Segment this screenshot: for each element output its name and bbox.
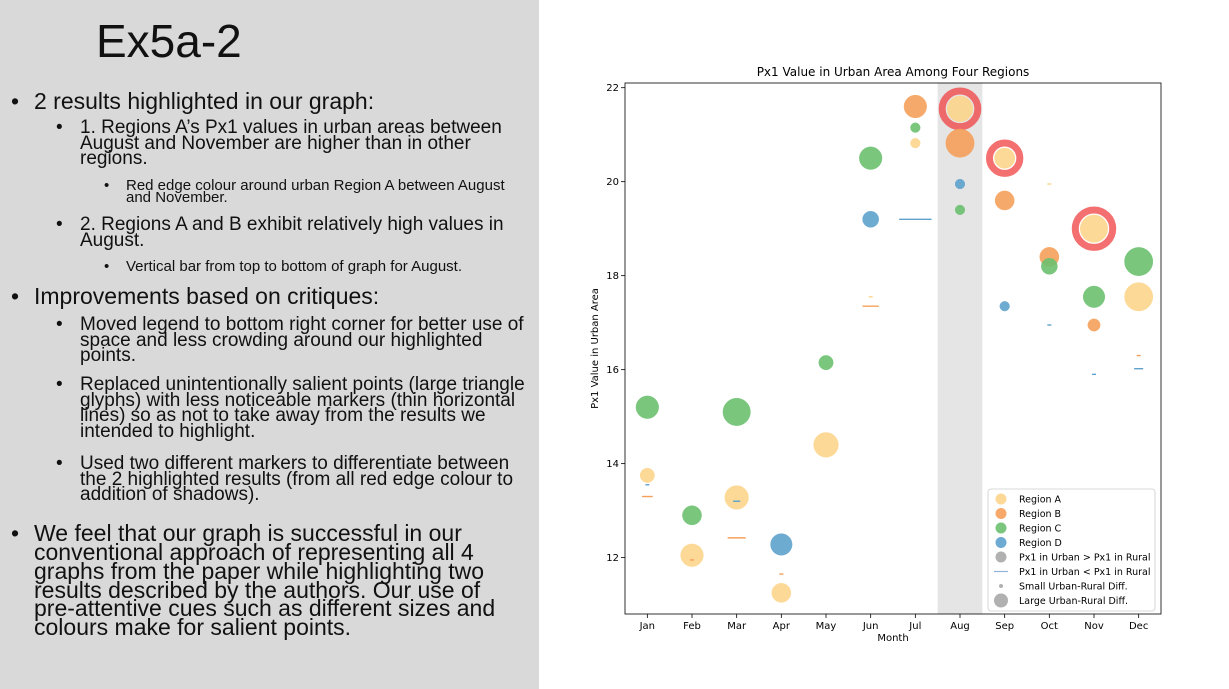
data-point	[910, 138, 921, 149]
data-point	[999, 301, 1010, 312]
bullet-item: • 2 results highlighted in our graph:	[11, 88, 375, 114]
slide-text-panel: Ex5a-2 • 2 results highlighted in our gra…	[0, 0, 539, 689]
legend-swatch	[999, 584, 1003, 588]
data-point	[680, 543, 704, 567]
data-point	[771, 583, 792, 603]
data-point	[1040, 257, 1058, 275]
data-point	[818, 355, 834, 371]
legend-label: Region C	[1019, 524, 1062, 535]
legend-label: Large Urban-Rural Diff.	[1019, 596, 1128, 607]
plot-frame	[624, 82, 1162, 615]
highlight-edge	[1071, 206, 1117, 251]
data-point	[1124, 282, 1154, 312]
x-tick-label: May	[816, 621, 837, 632]
highlight-edge	[938, 87, 982, 131]
data-point	[813, 432, 839, 458]
x-tick-label: Mar	[727, 621, 747, 632]
x-tick-label: Sep	[995, 621, 1014, 632]
y-tick-label: 20	[606, 177, 619, 188]
y-tick-label: 14	[606, 459, 619, 470]
highlight-edge	[985, 139, 1024, 177]
data-point	[770, 533, 793, 556]
legend-swatch	[994, 593, 1008, 608]
legend-label: Px1 in Urban < Px1 in Rural	[1019, 567, 1150, 578]
data-point	[722, 397, 751, 426]
chart-title: Px1 Value in Urban Area Among Four Regio…	[757, 65, 1030, 79]
x-tick-label: Dec	[1129, 621, 1148, 632]
y-tick-label: 12	[606, 553, 619, 564]
data-point	[862, 210, 880, 228]
bullet-item: • Vertical bar from top to bottom of grap…	[104, 258, 463, 275]
bullet-item: • Used two different markers to different…	[56, 453, 514, 506]
data-point	[946, 95, 974, 122]
legend-swatch	[995, 508, 1007, 519]
y-tick-label: 18	[606, 271, 619, 282]
legend-label: Small Urban-Rural Diff.	[1019, 582, 1128, 593]
x-axis-label: Month	[877, 633, 908, 644]
legend-swatch	[995, 522, 1007, 534]
axis-ticks: Jan Feb Mar Apr May Jun Jul Aug Sep Oct Nov Dec 12 14…	[606, 83, 1148, 632]
bullet-item: • 1. Regions A’s Px1 values in urban area…	[56, 117, 502, 170]
highlight-band	[937, 83, 983, 614]
y-axis-label: Px1 Value in Urban Area	[590, 288, 601, 409]
legend-label: Region D	[1019, 538, 1062, 549]
data-point	[994, 190, 1015, 211]
bullet-item: • We feel that our graph is successful in…	[11, 520, 496, 641]
x-tick-label: Jul	[908, 621, 921, 632]
bullet-item: • Improvements based on critiques:	[11, 283, 380, 309]
x-tick-label: Apr	[773, 621, 791, 632]
legend-swatch	[995, 493, 1007, 505]
legend-label: Region B	[1019, 509, 1061, 520]
legend-swatch	[995, 551, 1007, 563]
data-point	[639, 467, 655, 483]
x-tick-label: Jan	[639, 621, 655, 632]
data-point	[859, 146, 883, 170]
legend-swatch	[995, 537, 1007, 548]
bullet-item: • Moved legend to bottom right corner for…	[56, 314, 524, 367]
legend-label: Px1 in Urban > Px1 in Rural	[1019, 553, 1150, 564]
y-tick-label: 22	[606, 83, 619, 94]
bullet-item: • 2. Regions A and B exhibit relatively h…	[56, 214, 504, 251]
x-tick-label: Oct	[1041, 621, 1058, 632]
data-point	[724, 485, 749, 510]
data-point	[903, 94, 927, 119]
chart-marks	[635, 87, 1154, 603]
x-tick-label: Feb	[683, 621, 701, 632]
x-tick-label: Aug	[950, 621, 970, 632]
x-tick-label: Jun	[862, 621, 879, 632]
y-tick-label: 16	[606, 365, 619, 376]
data-point	[945, 128, 975, 158]
data-point	[1087, 318, 1101, 332]
data-point	[635, 395, 659, 419]
chart-legend: Region A Region B Region C Region D Px1 in U…	[987, 488, 1156, 612]
data-point	[994, 147, 1016, 169]
data-point	[1124, 247, 1154, 276]
data-point	[954, 204, 966, 215]
data-point	[910, 122, 921, 133]
data-point	[682, 505, 702, 526]
data-point	[1080, 214, 1108, 243]
x-tick-label: Nov	[1084, 621, 1104, 632]
data-point	[954, 178, 966, 190]
bullet-item: • Red edge colour around urban Region A b…	[104, 177, 505, 207]
data-point	[1082, 285, 1106, 308]
legend-box	[987, 488, 1156, 612]
bullet-item: • Replaced unintentionally salient points…	[56, 374, 525, 442]
slide-title: Ex5a-2	[96, 15, 242, 67]
legend-label: Region A	[1019, 495, 1062, 506]
